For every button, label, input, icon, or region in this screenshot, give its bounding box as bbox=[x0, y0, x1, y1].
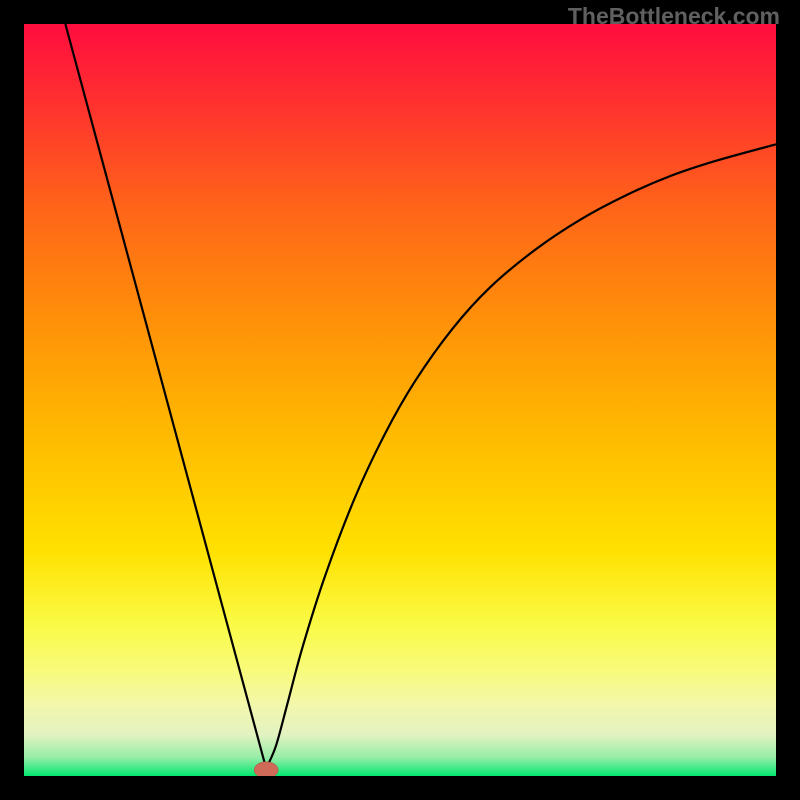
gradient-background bbox=[24, 24, 776, 776]
plot-svg bbox=[24, 24, 776, 776]
watermark-text: TheBottleneck.com bbox=[568, 3, 780, 30]
minimum-marker bbox=[254, 762, 278, 776]
chart-container: TheBottleneck.com bbox=[0, 0, 800, 800]
plot-area bbox=[24, 24, 776, 776]
